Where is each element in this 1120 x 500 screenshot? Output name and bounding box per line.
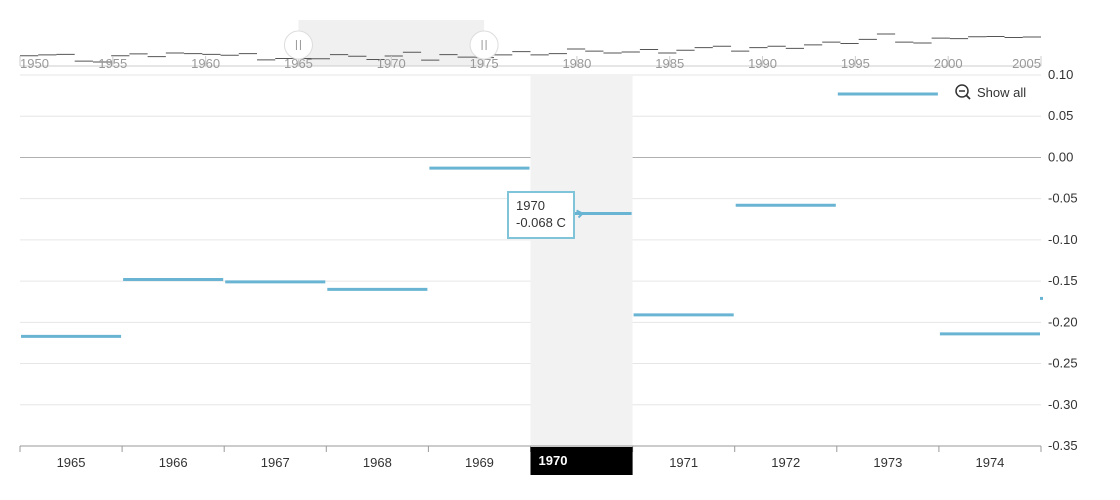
y-tick-label: -0.10 bbox=[1048, 232, 1078, 247]
y-tick-label: -0.35 bbox=[1048, 438, 1078, 453]
x-tick-label: 1968 bbox=[363, 455, 392, 470]
navigator-handle-left[interactable] bbox=[283, 30, 313, 60]
navigator-year-label: 1950 bbox=[20, 56, 49, 71]
navigator-year-label: 1995 bbox=[841, 56, 870, 71]
x-tick-label: 1967 bbox=[261, 455, 290, 470]
x-tick-label: 1965 bbox=[57, 455, 86, 470]
tooltip-value: -0.068 C bbox=[516, 215, 566, 230]
navigator-year-label: 1980 bbox=[562, 56, 591, 71]
y-tick-label: -0.05 bbox=[1048, 191, 1078, 206]
navigator-year-label: 1970 bbox=[377, 56, 406, 71]
y-tick-label: 0.05 bbox=[1048, 108, 1073, 123]
tooltip: 1970 -0.068 C bbox=[507, 191, 575, 239]
y-tick-label: -0.20 bbox=[1048, 314, 1078, 329]
tooltip-label: 1970 bbox=[516, 198, 545, 213]
y-tick-label: -0.25 bbox=[1048, 356, 1078, 371]
navigator[interactable]: 1950 1955 1960 1965 1970 1975 1980 1985 1990 1995… bbox=[19, 20, 1042, 71]
navigator-year-label: 2000 bbox=[934, 56, 963, 71]
navigator-year-label: 2005 bbox=[1012, 56, 1041, 71]
y-tick-label: -0.15 bbox=[1048, 273, 1078, 288]
y-tick-label: -0.30 bbox=[1048, 397, 1078, 412]
navigator-year-label: 1955 bbox=[98, 56, 127, 71]
show-all-label: Show all bbox=[977, 84, 1027, 100]
tooltip-pointer bbox=[576, 209, 585, 219]
show-all-button[interactable]: Show all bbox=[955, 82, 1026, 102]
y-tick-label: 0.00 bbox=[1048, 149, 1073, 164]
x-tick-label: 1974 bbox=[975, 455, 1004, 470]
handle-circle[interactable] bbox=[469, 30, 499, 60]
x-tick-label: 1971 bbox=[669, 455, 698, 470]
x-tick-label: 1972 bbox=[771, 455, 800, 470]
handle-circle[interactable] bbox=[283, 30, 313, 60]
x-axis: 1965 1966 1967 1968 1969 1970 1971 1972 1973 1974 bbox=[19, 445, 1042, 475]
x-tick-label: 1973 bbox=[873, 455, 902, 470]
y-axis: 0.10 0.05 0.00 -0.05 -0.10 -0.15 -0.20 -0.25 -0.… bbox=[1048, 67, 1078, 453]
x-highlight-label-bg bbox=[530, 447, 633, 475]
navigator-year-label: 1975 bbox=[470, 56, 499, 71]
series-line[interactable] bbox=[21, 92, 1043, 338]
navigator-handle-right[interactable] bbox=[469, 30, 499, 60]
navigator-year-label: 1990 bbox=[748, 56, 777, 71]
y-tick-label: 0.10 bbox=[1048, 67, 1073, 82]
x-tick-label-highlighted: 1970 bbox=[539, 453, 568, 468]
x-tick-label: 1966 bbox=[159, 455, 188, 470]
zoom-out-icon bbox=[955, 84, 971, 100]
navigator-year-label: 1985 bbox=[655, 56, 684, 71]
highlight-band bbox=[530, 75, 633, 475]
x-tick-label: 1969 bbox=[465, 455, 494, 470]
navigator-year-label: 1965 bbox=[284, 56, 313, 71]
navigator-year-label: 1960 bbox=[191, 56, 220, 71]
